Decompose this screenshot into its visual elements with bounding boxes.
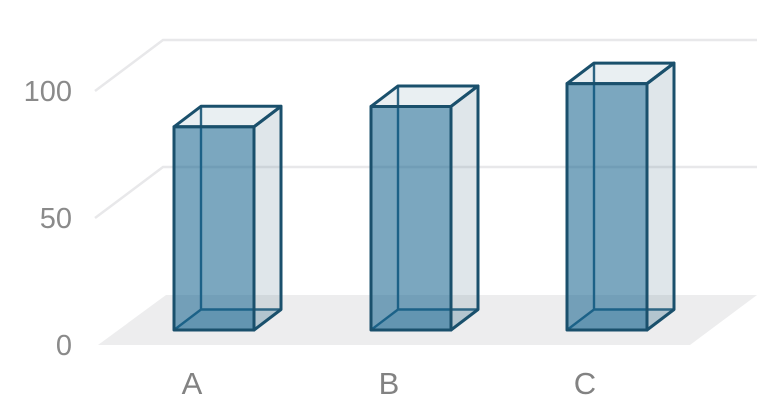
category-label-C: C	[574, 366, 596, 401]
bar-B	[369, 104, 453, 332]
gridline-50	[94, 165, 757, 219]
bar-side-face-C	[645, 61, 676, 332]
ytick-label-0: 0	[56, 330, 72, 362]
bar-A	[172, 125, 256, 332]
gridline-100	[94, 38, 757, 92]
ytick-label-100: 100	[24, 76, 72, 108]
ytick-label-50: 50	[40, 203, 72, 235]
bar-side-face-A	[252, 104, 283, 332]
bar-C	[565, 82, 649, 332]
category-label-A: A	[182, 366, 203, 401]
bar-side-face-B	[449, 84, 480, 332]
category-label-B: B	[379, 366, 400, 401]
